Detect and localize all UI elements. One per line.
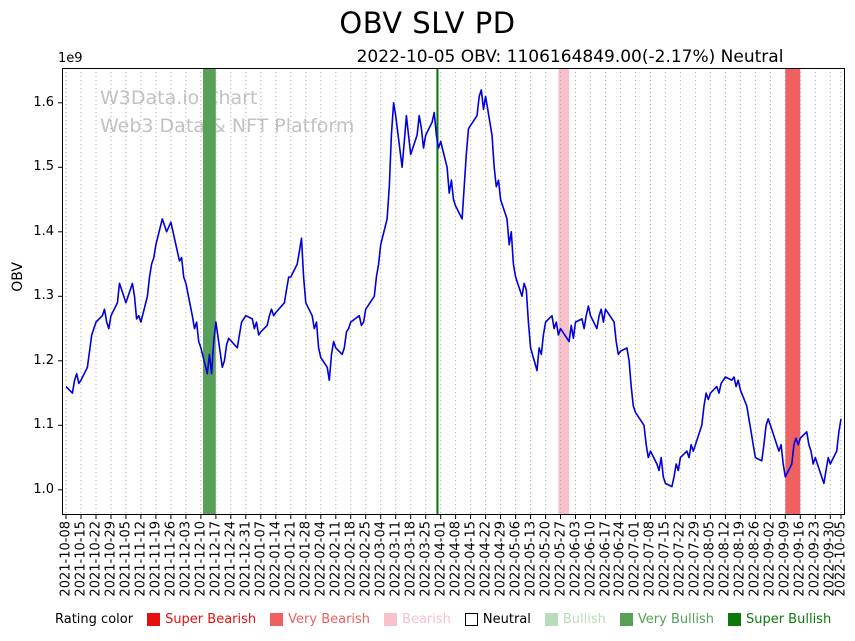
x-tick-label: 2022-07-22: [672, 521, 688, 597]
x-tick-label: 2022-01-21: [283, 521, 299, 597]
x-tick-label: 2022-08-05: [702, 521, 718, 597]
y-tick-label: 1.0: [33, 481, 54, 497]
x-tick-label: 2022-04-01: [433, 521, 449, 597]
plot-area: [58, 68, 845, 519]
x-tick-label: 2022-02-11: [328, 521, 344, 597]
legend-item-bearish: Bearish: [384, 612, 451, 627]
x-tick-label: 2022-02-18: [343, 521, 359, 597]
x-tick-label: 2022-08-26: [747, 521, 763, 597]
y-tick-label: 1.4: [33, 223, 54, 239]
x-tick-label: 2022-01-07: [253, 521, 269, 597]
x-tick-label: 2021-11-12: [133, 521, 149, 597]
x-tick-label: 2022-01-28: [298, 521, 314, 597]
x-tick-label: 2022-06-10: [583, 521, 599, 597]
legend-item-very_bullish: Very Bullish: [619, 612, 714, 627]
x-tick-label: 2022-04-15: [463, 521, 479, 597]
legend-items: Super Bearish Very Bearish Bearish Neutral B…: [147, 612, 831, 627]
plot-border: [62, 68, 845, 515]
legend-label: Very Bullish: [637, 612, 714, 627]
legend-label: Super Bearish: [165, 612, 257, 627]
x-tick-label: 2022-05-27: [553, 521, 569, 597]
legend-item-super_bearish: Super Bearish: [147, 612, 256, 627]
x-tick-label: 2021-12-24: [223, 521, 239, 597]
x-tick-label: 2022-03-04: [373, 521, 389, 597]
x-tick-label: 2022-03-25: [418, 521, 434, 597]
legend-item-bullish: Bullish: [544, 612, 606, 627]
x-tick-label: 2021-12-17: [208, 521, 224, 597]
rating-band-very_bullish: [203, 68, 216, 515]
x-tick-label: 2022-09-02: [762, 521, 778, 597]
chart-title: OBV SLV PD: [339, 6, 516, 40]
x-tick-label: 2022-01-14: [268, 521, 284, 597]
y-tick-label: 1.6: [33, 94, 54, 110]
x-tick-label: 2022-09-23: [807, 521, 823, 597]
x-tick-label: 2021-12-31: [238, 521, 254, 597]
rating-band-super_bullish: [436, 68, 439, 515]
x-tick-label: 2022-03-11: [388, 521, 404, 597]
y-tick-label: 1.2: [33, 352, 54, 368]
x-tick-label: 2022-04-22: [478, 521, 494, 597]
x-tick-label: 2022-09-09: [777, 521, 793, 597]
legend-swatch-super_bullish: [727, 613, 741, 626]
x-tick-label: 2022-06-03: [568, 521, 584, 597]
legend-title: Rating color: [55, 612, 134, 627]
x-tick-label: 2022-05-20: [538, 521, 554, 597]
legend-item-neutral: Neutral: [464, 612, 531, 627]
legend-swatch-super_bearish: [147, 613, 161, 626]
x-tick-label: 2022-06-17: [598, 521, 613, 597]
x-tick-label: 2022-03-18: [403, 521, 419, 597]
watermark-line-1: W3Data.io Chart: [100, 87, 258, 109]
legend-label: Bearish: [402, 612, 451, 627]
chart-subtitle: 2022-10-05 OBV: 1106164849.00(-2.17%) Ne…: [356, 47, 784, 67]
legend-swatch-bearish: [384, 613, 398, 626]
x-tick-label: 2022-08-12: [717, 521, 733, 597]
legend-item-very_bearish: Very Bearish: [270, 612, 370, 627]
y-axis-label: OBV: [10, 262, 26, 292]
legend-swatch-bullish: [544, 613, 558, 626]
x-tick-label: 2022-07-01: [627, 521, 643, 597]
x-tick-label: 2022-07-15: [657, 521, 673, 597]
x-tick-label: 2021-11-19: [148, 521, 164, 597]
rating-band-bearish: [558, 68, 570, 515]
x-tick-label: 2022-07-08: [642, 521, 658, 597]
legend-swatch-very_bearish: [270, 613, 284, 626]
rating-legend: Rating color Super Bearish Very Bearish Be…: [55, 612, 831, 627]
y-tick-label: 1.3: [33, 288, 54, 304]
legend-item-super_bullish: Super Bullish: [727, 612, 832, 627]
x-tick-label: 2022-02-04: [313, 521, 329, 597]
x-tick-label: 2022-02-25: [358, 521, 374, 597]
legend-label: Bullish: [562, 612, 606, 627]
legend-label: Very Bearish: [288, 612, 371, 627]
y-tick-label: 1.5: [33, 159, 54, 175]
x-tick-label: 2021-10-15: [73, 521, 89, 597]
x-tick-label: 2021-11-05: [118, 521, 134, 597]
x-tick-label: 2022-05-06: [508, 521, 524, 597]
x-tick-label: 2022-04-29: [493, 521, 509, 597]
x-tick-label: 2021-12-10: [193, 521, 209, 597]
x-tick-label: 2021-10-29: [103, 521, 119, 597]
obv-line-chart: [58, 68, 845, 519]
x-tick-label: 2022-07-29: [687, 521, 703, 597]
x-tick-label: 2022-09-16: [792, 521, 808, 597]
x-tick-label: 2022-05-13: [523, 521, 539, 597]
legend-label: Neutral: [482, 612, 531, 627]
x-tick-label: 2022-04-08: [448, 521, 464, 597]
x-tick-label: 2021-11-26: [163, 521, 179, 597]
rating-band-very_bearish: [785, 68, 801, 515]
legend-swatch-neutral: [464, 613, 478, 626]
y-tick-label: 1.1: [33, 417, 54, 433]
obv-series-line: [65, 89, 842, 488]
y-axis-offset-label: 1e9: [58, 51, 83, 66]
x-tick-label: 2021-12-03: [178, 521, 194, 597]
legend-label: Super Bullish: [745, 612, 832, 627]
legend-swatch-very_bullish: [619, 613, 633, 626]
x-tick-label: 2022-08-19: [732, 521, 748, 597]
x-tick-label: 2022-10-05: [833, 521, 849, 597]
x-tick-label: 2022-06-24: [612, 521, 628, 597]
x-tick-label: 2021-10-22: [88, 521, 104, 597]
x-tick-label: 2021-10-08: [58, 521, 74, 597]
